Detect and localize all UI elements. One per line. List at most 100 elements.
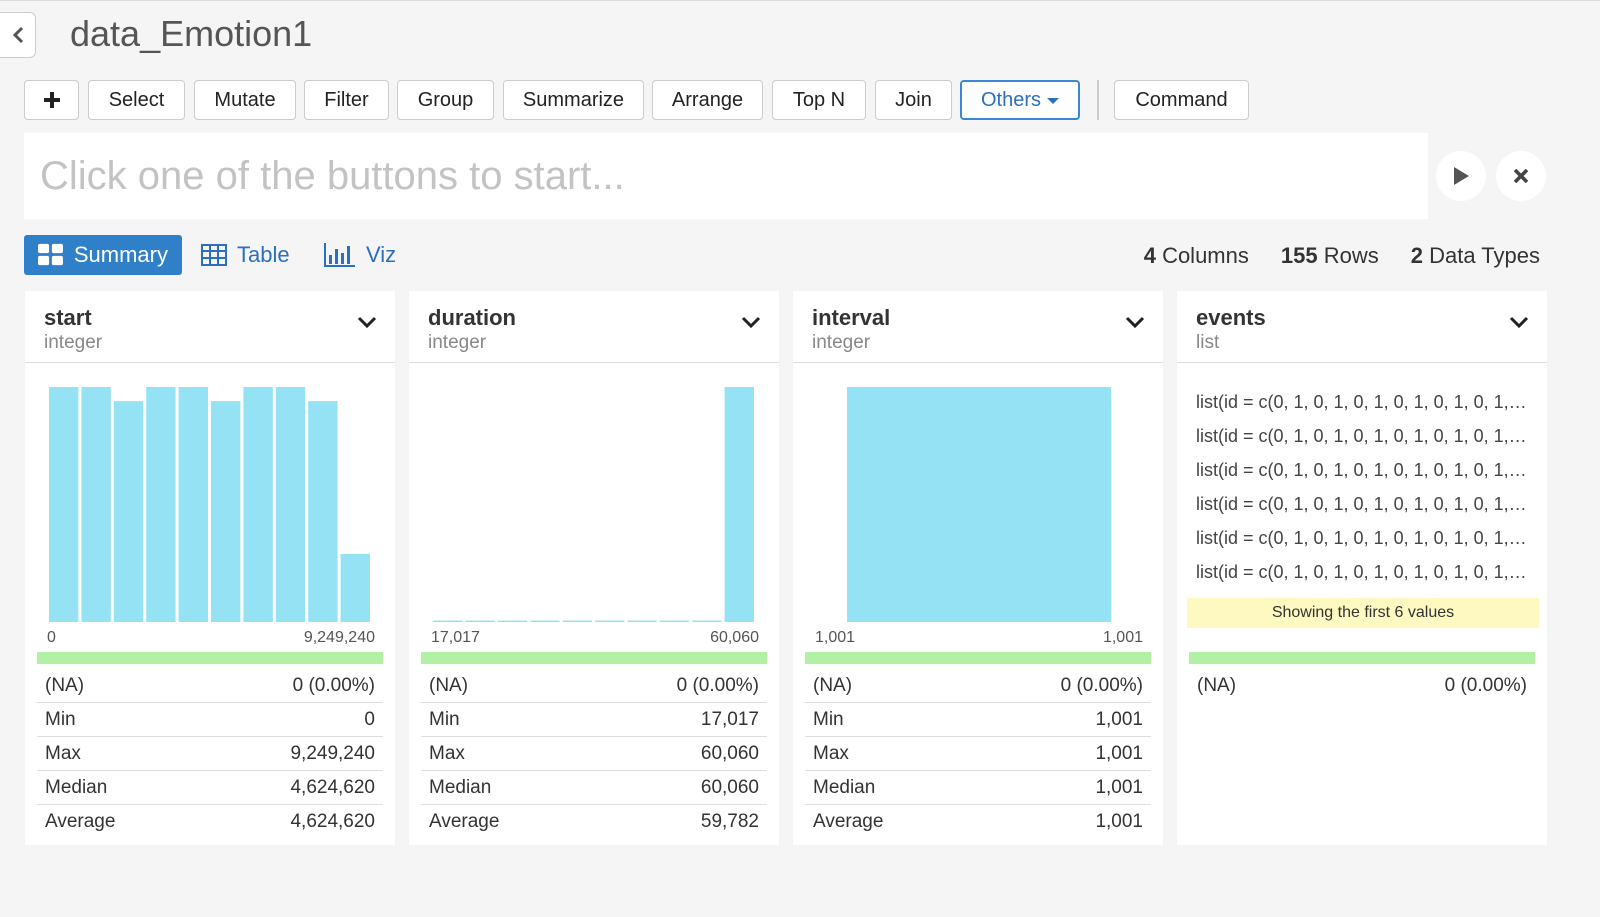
caret-down-icon: [1047, 98, 1060, 104]
stat-value: 0 (0.00%): [292, 674, 375, 696]
command-input[interactable]: [24, 133, 1428, 219]
dataset-stats: 4 Columns 155 Rows 2 Data Types: [1144, 243, 1540, 269]
list-value: list(id = c(0, 1, 0, 1, 0, 1, 0, 1, 0, 1…: [1196, 460, 1527, 480]
stat-label: (NA): [45, 674, 85, 696]
column-card-duration: duration integer 17,017 60,060 (NA) 0 (0.…: [409, 291, 779, 845]
add-step-button[interactable]: [24, 80, 79, 120]
histogram-bar[interactable]: [465, 620, 495, 623]
histogram-bar[interactable]: [275, 387, 306, 622]
stat-value: 1,001: [1095, 811, 1143, 832]
column-name: interval: [812, 305, 891, 330]
histogram-bar[interactable]: [308, 401, 338, 622]
stats-list: (NA) 0 (0.00%): [1189, 669, 1535, 703]
histogram-bar[interactable]: [340, 553, 370, 622]
stat-label: Average: [429, 811, 500, 832]
histogram-bar[interactable]: [433, 620, 463, 623]
histogram-bar[interactable]: [627, 620, 657, 623]
histogram-bar[interactable]: [724, 387, 754, 622]
command-button[interactable]: Command: [1114, 80, 1249, 120]
plus-icon: [43, 92, 60, 108]
stat-label: Average: [813, 811, 884, 832]
histogram-bar[interactable]: [146, 387, 176, 622]
column-card-interval: interval integer 1,001 1,001 (NA) 0 (0.00…: [793, 291, 1163, 845]
histogram-bar[interactable]: [49, 387, 79, 622]
stat-label: Max: [813, 742, 849, 764]
filter-button[interactable]: Filter: [304, 80, 389, 120]
value-list: list(id = c(0, 1, 0, 1, 0, 1, 0, 1, 0, 1…: [1196, 385, 1539, 589]
back-button[interactable]: [0, 12, 36, 58]
histogram-bar[interactable]: [113, 401, 144, 622]
stats-list: (NA) 0 (0.00%) Min 0 Max 9,249,240 Median 4,624…: [37, 669, 383, 839]
chevron-down-icon[interactable]: [1509, 315, 1529, 329]
column-header: duration integer: [409, 291, 779, 363]
stat-value: 0 (0.00%): [676, 674, 759, 696]
mutate-button[interactable]: Mutate: [194, 80, 296, 120]
top-n-button[interactable]: Top N: [772, 80, 866, 120]
column-header: interval integer: [793, 291, 1163, 363]
stat-value: 4,624,620: [290, 811, 375, 832]
stat-label: Max: [45, 742, 81, 764]
stat-row: (NA) 0 (0.00%): [421, 669, 767, 703]
stat-label: (NA): [429, 674, 469, 696]
arrange-button[interactable]: Arrange: [652, 80, 763, 120]
join-button[interactable]: Join: [875, 80, 952, 120]
axis-max-label: 60,060: [710, 629, 759, 646]
histogram-bar[interactable]: [847, 387, 1111, 622]
chevron-down-icon[interactable]: [1125, 315, 1145, 329]
page-title: data_Emotion1: [70, 13, 313, 54]
stat-row: Max 1,001: [805, 737, 1151, 771]
column-header: events list: [1177, 291, 1547, 363]
clear-button[interactable]: [1496, 151, 1546, 201]
summarize-button[interactable]: Summarize: [503, 80, 644, 120]
stat-row: Average 1,001: [805, 805, 1151, 839]
select-button[interactable]: Select: [88, 80, 185, 120]
column-card-events: events list list(id = c(0, 1, 0, 1, 0, 1…: [1177, 291, 1547, 845]
histogram-bar[interactable]: [211, 401, 241, 622]
histogram-bar[interactable]: [562, 620, 592, 623]
stat-value: 60,060: [700, 776, 759, 798]
stat-value: 4,624,620: [290, 776, 375, 798]
tab-table[interactable]: Table: [201, 235, 290, 275]
stat-label: Min: [813, 708, 844, 730]
completeness-bar: [805, 652, 1151, 664]
stat-row: Max 9,249,240: [37, 737, 383, 771]
column-name: events: [1196, 305, 1266, 330]
chevron-down-icon[interactable]: [741, 315, 761, 329]
others-dropdown-button[interactable]: Others: [960, 80, 1080, 120]
stat-row: Median 60,060: [421, 771, 767, 805]
stat-value: 9,249,240: [290, 742, 375, 764]
histogram-bar[interactable]: [497, 620, 528, 623]
tab-summary[interactable]: Summary: [24, 235, 182, 275]
bar-chart-icon: [324, 243, 355, 267]
tab-viz[interactable]: Viz: [324, 235, 396, 275]
group-button[interactable]: Group: [397, 80, 494, 120]
histogram-bar[interactable]: [595, 620, 625, 623]
others-label: Others: [980, 88, 1042, 111]
stat-label: Average: [45, 811, 116, 832]
histogram-bar[interactable]: [243, 387, 273, 622]
columns-count: 4 Columns: [1143, 243, 1249, 268]
stat-value: 1,001: [1095, 708, 1143, 730]
column-type: list: [1196, 332, 1220, 353]
histogram-bar[interactable]: [659, 620, 690, 623]
histogram: [847, 387, 1111, 622]
column-name: duration: [428, 305, 516, 330]
list-value: list(id = c(0, 1, 0, 1, 0, 1, 0, 1, 0, 1…: [1196, 426, 1527, 446]
histogram-bar[interactable]: [530, 620, 560, 623]
stat-row: Max 60,060: [421, 737, 767, 771]
axis-min-label: 17,017: [431, 629, 480, 646]
stats-list: (NA) 0 (0.00%) Min 17,017 Max 60,060 Median 60,…: [421, 669, 767, 839]
tab-summary-label: Summary: [73, 242, 168, 267]
rows-count: 155 Rows: [1280, 243, 1379, 268]
histogram-bar[interactable]: [81, 387, 111, 622]
stat-label: Max: [429, 742, 465, 764]
histogram-bar[interactable]: [692, 620, 722, 623]
stat-value: 0 (0.00%): [1444, 675, 1527, 696]
histogram-bar[interactable]: [178, 387, 208, 622]
stat-label: Median: [429, 776, 492, 798]
stat-row: Min 17,017: [421, 703, 767, 737]
chevron-down-icon[interactable]: [357, 315, 377, 329]
stat-row: (NA) 0 (0.00%): [1189, 669, 1535, 703]
run-button[interactable]: [1436, 151, 1486, 201]
stats-list: (NA) 0 (0.00%) Min 1,001 Max 1,001 Median 1,001…: [805, 669, 1151, 839]
